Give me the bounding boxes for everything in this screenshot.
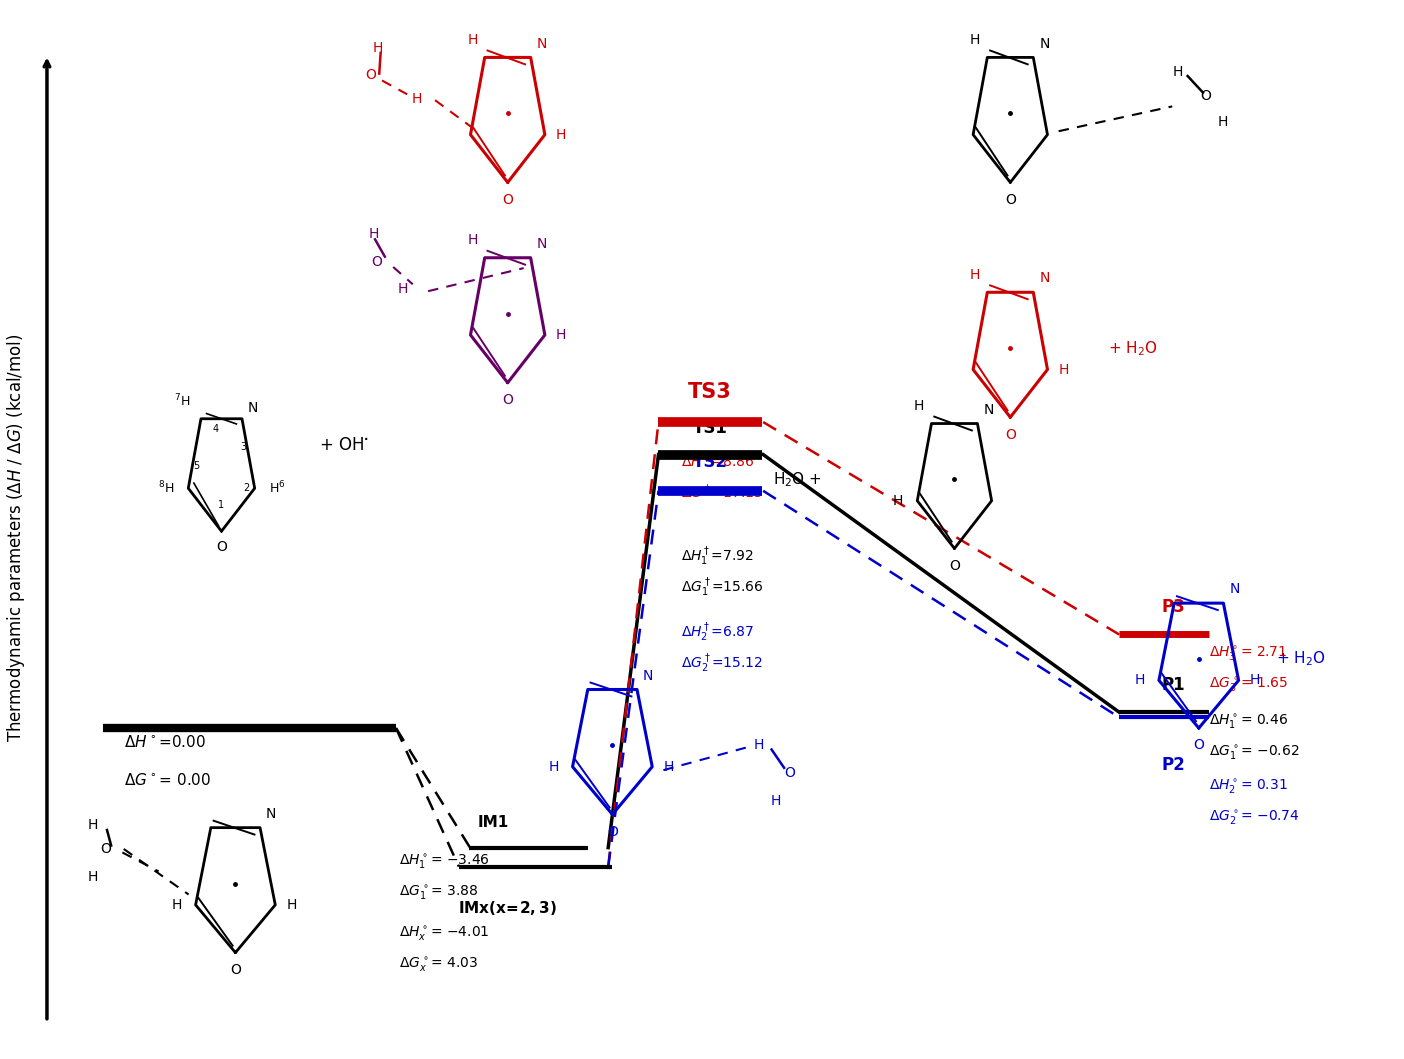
Text: N: N <box>983 402 994 417</box>
Text: O: O <box>1005 428 1015 442</box>
Text: H: H <box>1059 362 1068 377</box>
Text: H$^6$: H$^6$ <box>268 480 285 497</box>
Text: O: O <box>503 393 512 407</box>
Text: H: H <box>286 898 296 912</box>
Text: H: H <box>914 399 924 413</box>
Text: $\Delta G_2^\circ$= $-$0.74: $\Delta G_2^\circ$= $-$0.74 <box>1209 809 1299 827</box>
Text: 5: 5 <box>194 461 199 470</box>
Text: H: H <box>397 283 409 297</box>
Text: $\mathbf{IMx(x\!=\!2,3)}$: $\mathbf{IMx(x\!=\!2,3)}$ <box>458 899 557 917</box>
Text: H: H <box>468 33 477 48</box>
Text: P3: P3 <box>1161 598 1185 616</box>
Text: H: H <box>411 92 423 107</box>
Text: 3: 3 <box>240 442 247 451</box>
Text: H: H <box>548 759 559 774</box>
Text: N: N <box>1039 37 1050 51</box>
Text: O: O <box>1193 738 1205 752</box>
Text: P1: P1 <box>1161 676 1185 694</box>
Text: H: H <box>970 33 980 48</box>
Text: $\Delta G_1^\circ$= 3.88: $\Delta G_1^\circ$= 3.88 <box>399 883 477 901</box>
Text: H: H <box>88 818 98 831</box>
Text: H: H <box>88 869 98 883</box>
Text: $\Delta H_x^\circ$= $-$4.01: $\Delta H_x^\circ$= $-$4.01 <box>399 925 489 944</box>
Text: H: H <box>369 228 379 241</box>
Text: 2: 2 <box>243 483 250 493</box>
Text: O: O <box>607 825 618 839</box>
Text: $\Delta G_3^\circ$= 1.65: $\Delta G_3^\circ$= 1.65 <box>1209 676 1287 695</box>
Text: $\Delta H_3^\circ$= 2.71: $\Delta H_3^\circ$= 2.71 <box>1209 645 1286 663</box>
Text: TS1: TS1 <box>692 418 727 436</box>
Text: H: H <box>771 793 781 808</box>
Text: $\Delta H_1^\dagger$=7.92: $\Delta H_1^\dagger$=7.92 <box>681 544 754 568</box>
Text: O: O <box>785 766 795 780</box>
Text: N: N <box>643 668 653 683</box>
Text: $\Delta G^\circ$= 0.00: $\Delta G^\circ$= 0.00 <box>124 772 211 788</box>
Text: H: H <box>556 328 566 342</box>
Text: $\Delta G_1^\dagger$=15.66: $\Delta G_1^\dagger$=15.66 <box>681 575 764 598</box>
Text: N: N <box>249 401 258 415</box>
Text: H: H <box>372 40 383 55</box>
Text: H$_2$O +: H$_2$O + <box>774 470 821 489</box>
Text: O: O <box>371 255 382 269</box>
Text: $\Delta G_2^\dagger$=15.12: $\Delta G_2^\dagger$=15.12 <box>681 651 762 675</box>
Text: P2: P2 <box>1161 755 1185 773</box>
Text: $\Delta G_x^\circ$= 4.03: $\Delta G_x^\circ$= 4.03 <box>399 955 477 974</box>
Text: H: H <box>970 268 980 282</box>
Text: N: N <box>1230 582 1240 596</box>
Text: H: H <box>664 759 674 774</box>
Text: $\Delta H_1^\circ$= 0.46: $\Delta H_1^\circ$= 0.46 <box>1209 712 1287 731</box>
Text: 4: 4 <box>213 425 219 434</box>
Text: H: H <box>468 233 477 248</box>
Text: $\Delta H_2^\dagger$=6.87: $\Delta H_2^\dagger$=6.87 <box>681 621 754 644</box>
Text: TS2: TS2 <box>692 453 727 471</box>
Text: N: N <box>265 807 277 821</box>
Text: $\Delta H_1^\circ$= $-$3.46: $\Delta H_1^\circ$= $-$3.46 <box>399 852 490 870</box>
Text: TS3: TS3 <box>688 382 731 402</box>
Text: N: N <box>536 37 548 51</box>
Text: O: O <box>503 193 512 207</box>
Text: H: H <box>754 738 764 752</box>
Text: O: O <box>1005 193 1015 207</box>
Text: N: N <box>536 237 548 251</box>
Text: O: O <box>100 842 111 856</box>
Text: H: H <box>556 128 566 142</box>
Text: H: H <box>171 898 181 912</box>
Text: + H$_2$O: + H$_2$O <box>1108 339 1158 358</box>
Text: $\Delta H_2^\circ$= 0.31: $\Delta H_2^\circ$= 0.31 <box>1209 777 1287 796</box>
Text: $^7$H: $^7$H <box>174 393 190 410</box>
Text: $\Delta G_1^\circ$= $-$0.62: $\Delta G_1^\circ$= $-$0.62 <box>1209 743 1299 761</box>
Text: + OH$^{\mathbf{\cdot}}$: + OH$^{\mathbf{\cdot}}$ <box>319 436 369 454</box>
Text: H: H <box>1217 115 1227 129</box>
Text: Thermodynamic parameters ($\mathit{\Delta H}$ / $\mathit{\Delta G}$) (kcal/mol): Thermodynamic parameters ($\mathit{\Delt… <box>6 334 27 742</box>
Text: O: O <box>216 540 227 554</box>
Text: O: O <box>1200 89 1212 103</box>
Text: H: H <box>1134 674 1146 687</box>
Text: IM1: IM1 <box>479 814 510 829</box>
Text: + H$_2$O: + H$_2$O <box>1276 649 1325 668</box>
Text: O: O <box>949 559 960 573</box>
Text: O: O <box>365 69 376 83</box>
Text: H: H <box>1250 674 1261 687</box>
Text: $\Delta H^\dagger$=8.86: $\Delta H^\dagger$=8.86 <box>681 452 754 470</box>
Text: N: N <box>1039 271 1050 286</box>
Text: O: O <box>230 963 241 976</box>
Text: $^8$H: $^8$H <box>159 480 174 497</box>
Text: $\Delta H^\circ$=0.00: $\Delta H^\circ$=0.00 <box>124 734 206 750</box>
Text: H: H <box>1172 65 1184 78</box>
Text: $\Delta G^\dagger$=17.15: $\Delta G^\dagger$=17.15 <box>681 483 764 501</box>
Text: H: H <box>893 493 903 507</box>
Text: 1: 1 <box>219 500 225 510</box>
